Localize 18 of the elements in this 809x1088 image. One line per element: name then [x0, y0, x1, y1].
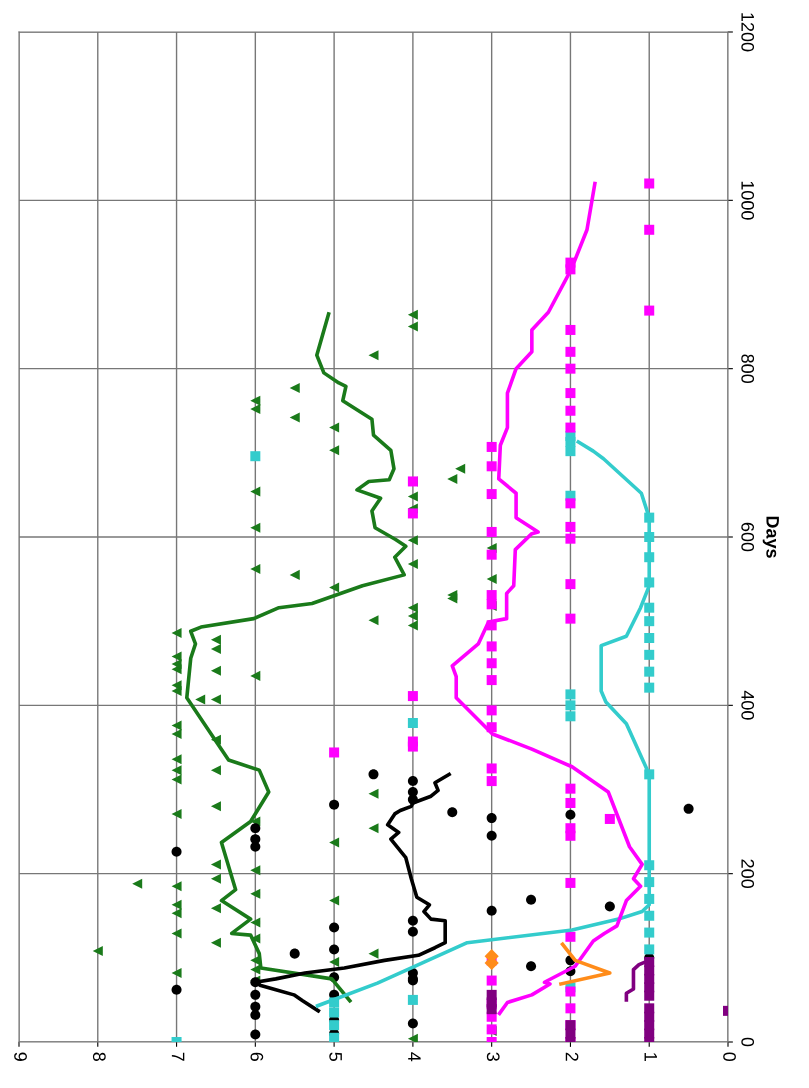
y-tick-label: 1200 — [741, 13, 755, 52]
y-axis-title: Days — [762, 516, 779, 558]
y-tick-label: 1000 — [741, 181, 755, 220]
x-tick-label: 2 — [565, 1052, 579, 1061]
y-tick-label: 400 — [741, 690, 755, 720]
y-tick-label: 0 — [741, 1037, 755, 1047]
x-tick-label: 6 — [250, 1052, 264, 1061]
y-tick-label: 200 — [741, 859, 755, 889]
x-tick-label: 7 — [171, 1052, 185, 1061]
y-tick-label: 600 — [741, 522, 755, 552]
x-tick-label: 1 — [644, 1053, 657, 1061]
x-tick-label: 0 — [723, 1052, 736, 1062]
x-tick-label: 3 — [486, 1052, 500, 1061]
x-tick-label: 5 — [329, 1052, 342, 1062]
x-tick-label: 8 — [92, 1052, 106, 1061]
x-tick-label: 4 — [408, 1052, 421, 1062]
y-tick-label: 800 — [741, 354, 755, 384]
x-tick-label: 9 — [14, 1052, 27, 1061]
